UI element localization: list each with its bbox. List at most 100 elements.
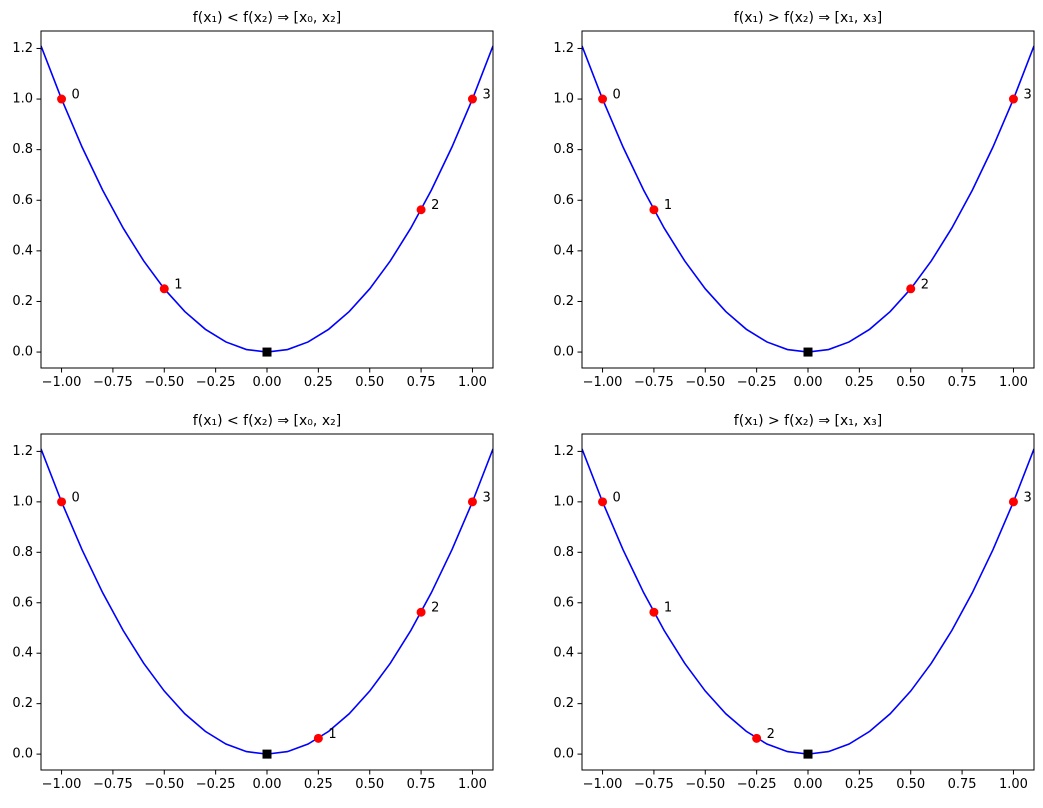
point-label: 3 xyxy=(482,88,490,103)
y-tick-label: 0.8 xyxy=(553,142,574,157)
point-label: 1 xyxy=(664,601,672,616)
y-tick-label: 0.4 xyxy=(12,243,33,258)
square-marker xyxy=(262,749,272,759)
y-tick-label: 0.0 xyxy=(553,345,574,360)
x-tick-label: −1.00 xyxy=(42,777,82,792)
x-tick-label: −0.50 xyxy=(685,375,725,390)
point-label: 0 xyxy=(613,490,621,505)
point-marker xyxy=(159,284,169,294)
x-tick-label: 0.25 xyxy=(304,777,333,792)
point-label: 3 xyxy=(1023,88,1031,103)
point-marker xyxy=(57,94,67,104)
y-tick-label: 1.0 xyxy=(553,494,574,509)
point-label: 1 xyxy=(328,727,336,742)
y-tick-label: 0.6 xyxy=(12,193,33,208)
point-label: 1 xyxy=(664,198,672,213)
x-tick-label: −0.75 xyxy=(634,375,674,390)
y-tick-label: 1.2 xyxy=(12,444,33,459)
y-tick-label: 0.6 xyxy=(553,193,574,208)
point-label: 3 xyxy=(1023,490,1031,505)
point-marker xyxy=(752,733,762,743)
x-tick-label: 0.75 xyxy=(948,375,977,390)
x-tick-label: −0.25 xyxy=(737,375,777,390)
axes-frame xyxy=(581,433,1035,771)
point-label: 3 xyxy=(482,490,490,505)
subplot: f(x₁) > f(x₂) ⇒ [x₁, x₃] −1.00 −0.75 −0.50−… xyxy=(553,413,1035,792)
subplot: f(x₁) < f(x₂) ⇒ [x₀, x₂] −1.00 −0.75 −0.50−… xyxy=(12,10,494,390)
point-label: 0 xyxy=(613,88,621,103)
y-tick-label: 0.2 xyxy=(553,294,574,309)
subplot: f(x₁) < f(x₂) ⇒ [x₀, x₂] −1.00 −0.75 −0.50−… xyxy=(12,413,494,792)
point-marker xyxy=(598,497,608,507)
point-marker xyxy=(416,607,426,617)
x-tick-label: 1.00 xyxy=(999,375,1028,390)
y-tick-label: 1.2 xyxy=(553,41,574,56)
point-label: 0 xyxy=(72,88,80,103)
curve xyxy=(41,45,493,353)
point-marker xyxy=(467,497,477,507)
point-label: 2 xyxy=(431,198,439,213)
point-label: 1 xyxy=(174,277,182,292)
y-tick-label: 0.6 xyxy=(553,595,574,610)
point-label: 2 xyxy=(921,277,929,292)
square-marker xyxy=(803,749,813,759)
y-tick-label: 1.0 xyxy=(12,92,33,107)
y-tick-label: 0.0 xyxy=(553,747,574,762)
subplot-title: f(x₁) > f(x₂) ⇒ [x₁, x₃] xyxy=(734,10,882,26)
point-marker xyxy=(598,94,608,104)
point-marker xyxy=(906,284,916,294)
x-tick-label: −0.25 xyxy=(196,777,236,792)
x-tick-label: 0.50 xyxy=(355,777,384,792)
y-tick-label: 0.2 xyxy=(553,696,574,711)
x-tick-label: 0.25 xyxy=(845,375,874,390)
x-tick-label: 0.75 xyxy=(948,777,977,792)
x-tick-label: −1.00 xyxy=(42,375,82,390)
subplot-title: f(x₁) > f(x₂) ⇒ [x₁, x₃] xyxy=(734,413,882,429)
y-tick-label: 0.8 xyxy=(553,545,574,560)
x-tick-label: −0.25 xyxy=(737,777,777,792)
x-tick-label: 0.50 xyxy=(355,375,384,390)
x-tick-label: 0.25 xyxy=(304,375,333,390)
x-tick-label: 0.00 xyxy=(794,375,823,390)
y-tick-label: 0.0 xyxy=(12,345,33,360)
point-marker xyxy=(467,94,477,104)
x-tick-label: −0.75 xyxy=(93,777,133,792)
y-tick-label: 0.0 xyxy=(12,747,33,762)
x-tick-label: −1.00 xyxy=(583,777,623,792)
point-label: 2 xyxy=(431,601,439,616)
x-tick-label: 0.75 xyxy=(407,375,436,390)
y-tick-label: 0.4 xyxy=(553,646,574,661)
point-label: 2 xyxy=(767,727,775,742)
x-tick-label: 1.00 xyxy=(458,777,487,792)
point-marker xyxy=(649,607,659,617)
axes-frame xyxy=(581,30,1035,369)
point-marker xyxy=(416,205,426,215)
x-tick-label: −0.75 xyxy=(93,375,133,390)
subplot-title: f(x₁) < f(x₂) ⇒ [x₀, x₂] xyxy=(193,413,341,429)
x-tick-label: 0.50 xyxy=(896,777,925,792)
y-tick-label: 1.0 xyxy=(553,92,574,107)
x-tick-label: −0.75 xyxy=(634,777,674,792)
y-tick-label: 0.6 xyxy=(12,595,33,610)
y-tick-label: 0.4 xyxy=(553,243,574,258)
curve xyxy=(582,45,1034,353)
point-marker xyxy=(649,205,659,215)
x-tick-label: 0.00 xyxy=(794,777,823,792)
x-tick-label: −0.25 xyxy=(196,375,236,390)
subplot-title: f(x₁) < f(x₂) ⇒ [x₀, x₂] xyxy=(193,10,341,26)
y-tick-label: 0.8 xyxy=(12,545,33,560)
x-tick-label: 0.00 xyxy=(253,375,282,390)
x-tick-label: 1.00 xyxy=(458,375,487,390)
point-marker xyxy=(313,733,323,743)
subplot: f(x₁) > f(x₂) ⇒ [x₁, x₃] −1.00 −0.75 −0.50−… xyxy=(553,10,1035,390)
point-marker xyxy=(1008,497,1018,507)
x-tick-label: −0.50 xyxy=(144,777,184,792)
square-marker xyxy=(262,347,272,357)
y-tick-label: 0.4 xyxy=(12,646,33,661)
curve xyxy=(41,448,493,755)
y-tick-label: 1.2 xyxy=(12,41,33,56)
x-tick-label: −0.50 xyxy=(144,375,184,390)
square-marker xyxy=(803,347,813,357)
x-tick-label: 0.25 xyxy=(845,777,874,792)
x-tick-label: −1.00 xyxy=(583,375,623,390)
